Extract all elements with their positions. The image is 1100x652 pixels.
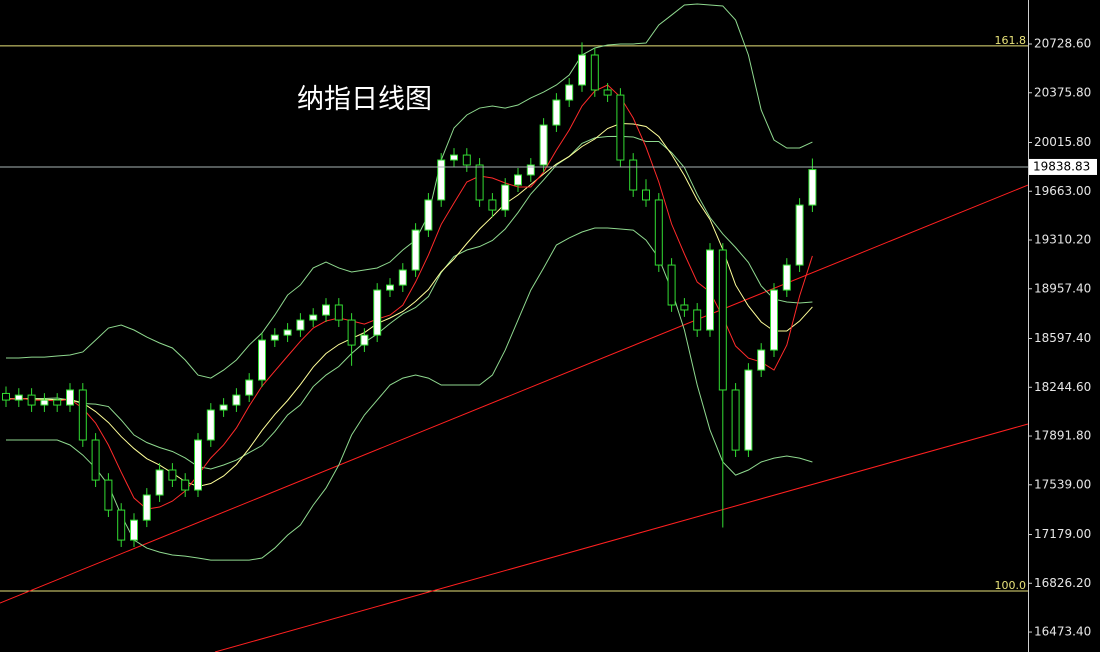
candle-body (629, 159, 638, 191)
indicator-line (6, 135, 813, 470)
candle-body (40, 399, 49, 406)
candle-body (526, 164, 535, 176)
candle-body (693, 309, 702, 331)
candle-body (706, 249, 714, 331)
y-tick-label: 20375.80 (1034, 85, 1091, 99)
plot-area: 161.8 100.0 (0, 3, 1029, 652)
candle-body (539, 124, 548, 166)
candle-body (219, 404, 228, 411)
candle-body (53, 399, 62, 406)
candle-body (616, 94, 625, 161)
candle-body (475, 164, 484, 201)
candle-body (78, 389, 87, 441)
candle-body (744, 369, 753, 451)
candle-body (411, 229, 420, 271)
candle-body (206, 409, 215, 441)
candle-body (245, 379, 254, 396)
candle-body (181, 479, 190, 491)
y-tick-label: 17891.80 (1034, 429, 1091, 443)
level-label: 100.0 (995, 579, 1027, 592)
candle-body (514, 174, 522, 186)
candle-body (66, 389, 74, 406)
candle-body (680, 304, 689, 311)
candle-body (270, 334, 279, 341)
candle-body (373, 289, 382, 336)
candle-body (398, 269, 407, 286)
candle-body (309, 314, 318, 321)
y-tick-label: 19310.20 (1034, 233, 1091, 247)
last-price-box (1029, 158, 1097, 175)
candle-body (770, 289, 778, 351)
candle-body (2, 392, 10, 401)
candle-body (27, 394, 36, 406)
candle-body (283, 329, 292, 336)
indicator-line (6, 3, 813, 379)
candle-body (91, 439, 100, 481)
candle-body (718, 249, 727, 391)
trendline (0, 184, 1029, 604)
candle-body (590, 54, 599, 91)
candle-body (258, 339, 266, 381)
chart-title: 纳指日线图 (297, 84, 432, 115)
indicator-line (5, 84, 813, 510)
candle-body (386, 284, 394, 291)
candle-body (104, 479, 113, 511)
y-tick-label: 17179.00 (1034, 527, 1091, 541)
candle-body (424, 199, 433, 231)
y-tick-label: 18244.60 (1034, 380, 1091, 394)
y-tick-label: 16826.20 (1034, 576, 1091, 590)
y-tick-label: 17539.00 (1034, 477, 1091, 491)
candle-body (654, 199, 663, 266)
candle-body (488, 199, 497, 211)
candle-body (603, 89, 612, 96)
candle-body (437, 159, 446, 201)
indicator-line (5, 123, 813, 487)
candle-body (142, 494, 151, 521)
candle-body (450, 154, 458, 161)
candle-body (808, 169, 817, 206)
y-tick-label: 20728.60 (1034, 37, 1091, 51)
candle-body (501, 184, 510, 211)
candle-body (296, 319, 305, 331)
candle-body (360, 334, 369, 346)
last-price-label: 19838.83 (1033, 159, 1090, 173)
candle-body (14, 394, 23, 401)
candle-body (565, 84, 574, 101)
candle-body (117, 509, 126, 541)
candle-body (232, 394, 241, 406)
candle-body (347, 319, 356, 346)
indicator-line (6, 227, 813, 561)
candle-body (667, 264, 676, 306)
candle-body (155, 469, 164, 496)
candle-body (552, 99, 561, 126)
candle-body (168, 469, 177, 481)
candle-body (130, 519, 138, 541)
candle-body (731, 389, 740, 451)
y-tick-label: 20015.80 (1034, 135, 1091, 149)
candle-body (462, 154, 471, 166)
candle-body (642, 189, 650, 201)
candle-body (578, 54, 586, 86)
y-tick-label: 19663.00 (1034, 184, 1091, 198)
trendline (214, 423, 1029, 652)
candle-body (757, 349, 766, 371)
level-label: 161.8 (995, 34, 1027, 47)
y-tick-label: 18957.40 (1034, 281, 1091, 295)
candle-body (795, 204, 804, 266)
candle-body (782, 264, 791, 291)
candle-body (322, 304, 330, 316)
candle-body (194, 439, 202, 491)
y-tick-label: 18597.40 (1034, 331, 1091, 345)
y-tick-label: 16473.40 (1034, 625, 1091, 639)
candle-body (334, 304, 343, 321)
